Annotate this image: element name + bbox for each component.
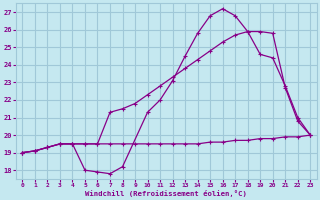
X-axis label: Windchill (Refroidissement éolien,°C): Windchill (Refroidissement éolien,°C) xyxy=(85,190,247,197)
